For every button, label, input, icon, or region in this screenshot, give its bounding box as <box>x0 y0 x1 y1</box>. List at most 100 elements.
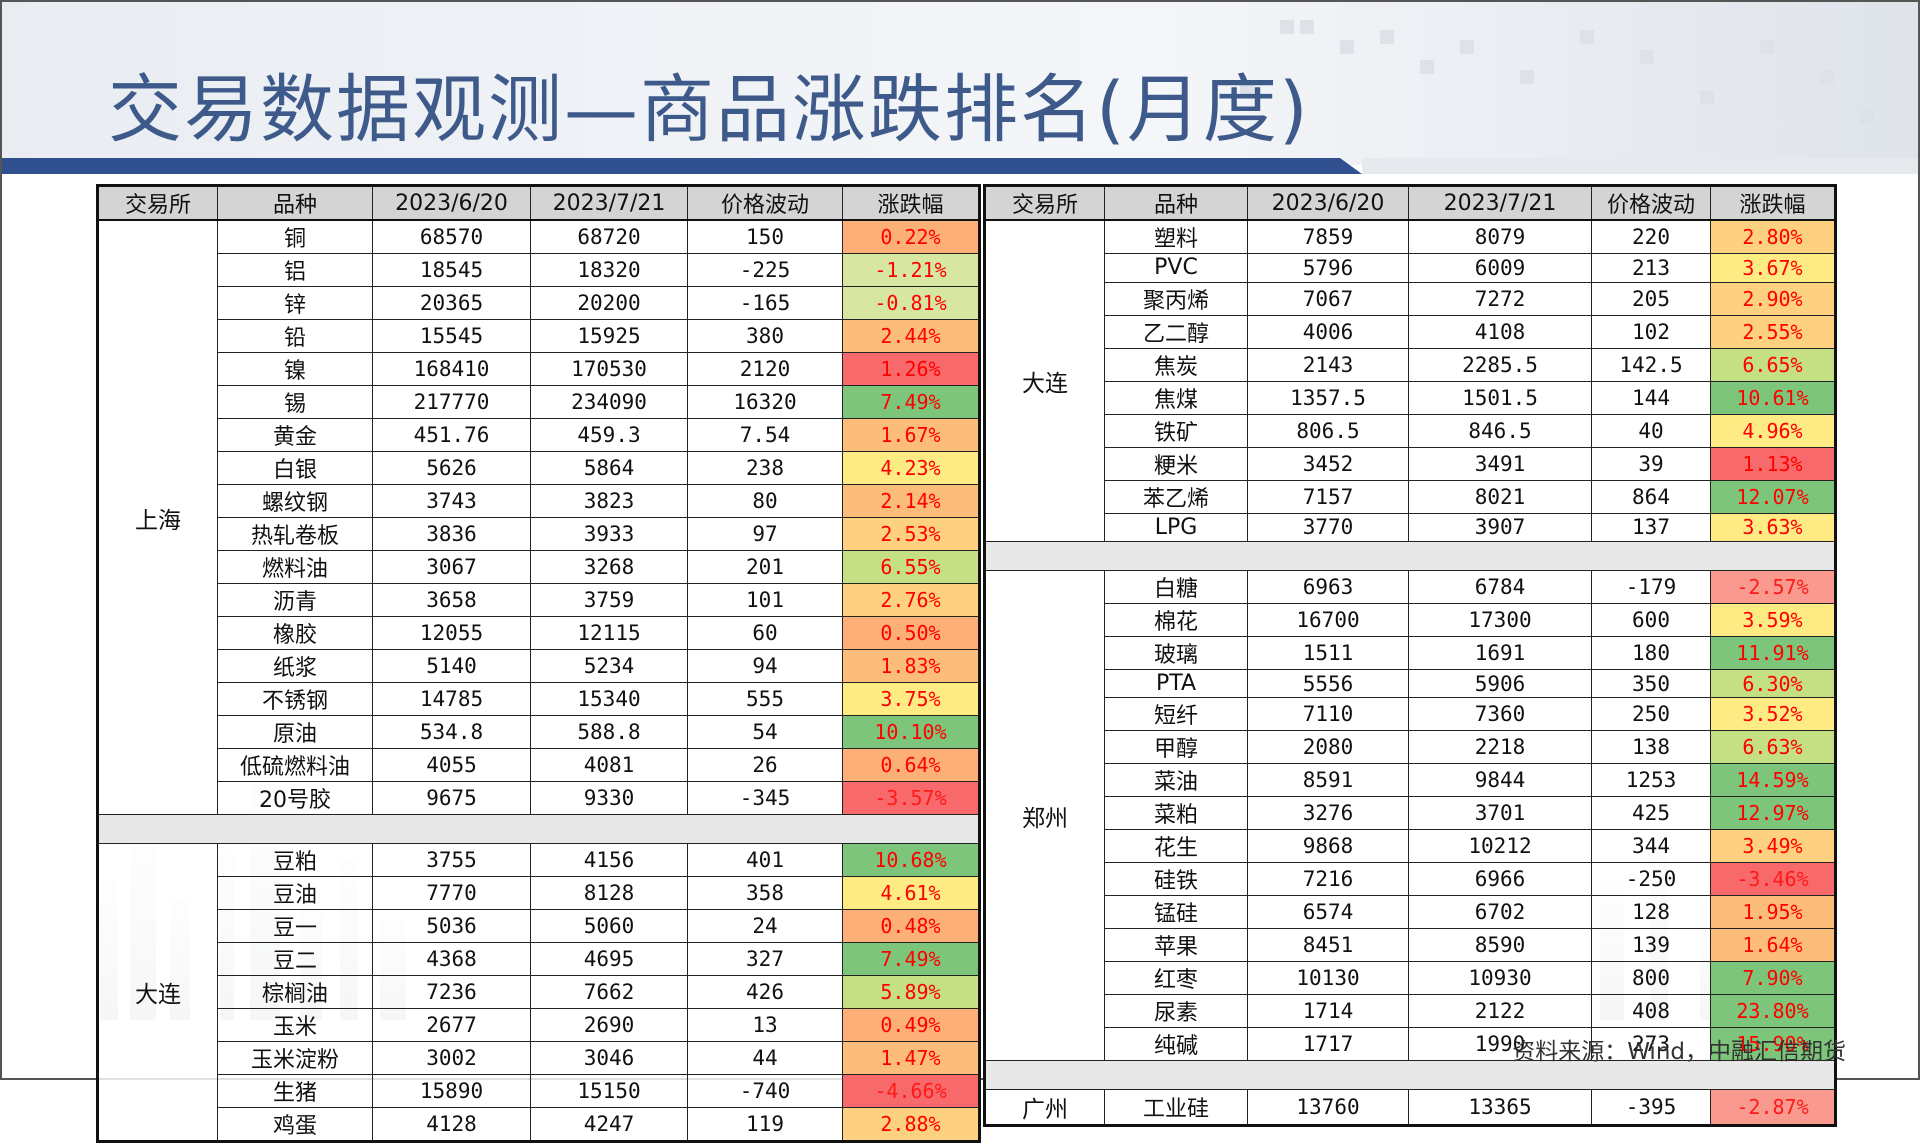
table-row: PTA 5556 5906 350 6.30% <box>985 668 1836 699</box>
price-cell: 4695 <box>530 941 688 976</box>
table-row: 沥青 3658 3759 101 2.76% <box>98 583 980 617</box>
commodity-name: 焦炭 <box>1104 347 1248 382</box>
table-row: 苹果 8451 8590 139 1.64% <box>985 928 1836 963</box>
table-row: 锡 217770 234090 16320 7.49% <box>98 385 980 419</box>
price-cell: 3276 <box>1247 796 1409 831</box>
table-row: 橡胶 12055 12115 60 0.50% <box>98 616 980 650</box>
price-cell: 5556 <box>1247 668 1409 699</box>
price-change-cell: 7.54 <box>687 418 843 452</box>
change-percent-cell: 3.63% <box>1710 512 1836 543</box>
price-cell: 7859 <box>1247 219 1409 254</box>
commodity-name: PVC <box>1104 253 1248 283</box>
table-row: LPG 3770 3907 137 3.63% <box>985 512 1836 543</box>
column-header: 交易所 <box>97 185 218 221</box>
table-row: 铅 15545 15925 380 2.44% <box>98 319 980 353</box>
table-row: 铁矿 806.5 846.5 40 4.96% <box>985 413 1836 448</box>
table-row: 大连 豆粕 3755 4156 401 10.68% <box>97 842 980 1142</box>
price-cell: 13365 <box>1408 1088 1592 1126</box>
commodity-name: 锌 <box>217 286 373 320</box>
price-change-cell: 238 <box>687 451 843 485</box>
page-title: 交易数据观测—商品涨跌排名(月度) <box>108 67 1310 153</box>
commodity-name: 鸡蛋 <box>217 1106 373 1142</box>
price-cell: 1717 <box>1247 1027 1409 1062</box>
change-percent-cell: 2.53% <box>842 517 980 551</box>
change-percent-cell: 23.80% <box>1710 994 1836 1029</box>
price-cell: 17300 <box>1408 602 1592 637</box>
change-percent-cell: 2.55% <box>1710 314 1836 349</box>
price-change-cell: 213 <box>1591 253 1711 283</box>
commodity-name: 工业硅 <box>1104 1088 1248 1126</box>
commodity-name: PTA <box>1104 668 1248 699</box>
price-cell: 4156 <box>530 842 688 877</box>
commodity-name: 苹果 <box>1104 928 1248 963</box>
price-cell: 217770 <box>372 385 531 419</box>
commodity-name: 苯乙烯 <box>1104 479 1248 514</box>
change-percent-cell: 0.64% <box>842 748 980 782</box>
price-change-cell: 358 <box>687 875 843 910</box>
price-change-cell: 555 <box>687 682 843 716</box>
change-percent-cell: -4.66% <box>842 1073 980 1108</box>
price-cell: 18545 <box>372 253 531 287</box>
price-cell: 3452 <box>1247 446 1409 481</box>
change-percent-cell: -3.46% <box>1710 862 1836 897</box>
change-percent-cell: 1.64% <box>1710 928 1836 963</box>
price-change-cell: -250 <box>1591 862 1711 897</box>
separator-cell <box>984 541 1836 571</box>
table-row: 玉米 2677 2690 13 0.49% <box>98 1007 980 1042</box>
price-change-cell: -225 <box>687 253 843 287</box>
column-header: 2023/6/20 <box>372 185 531 221</box>
price-change-cell: 139 <box>1591 928 1711 963</box>
table-row: PVC 5796 6009 213 3.67% <box>985 253 1836 283</box>
commodity-name: 锰硅 <box>1104 895 1248 930</box>
price-cell: 2122 <box>1408 994 1592 1029</box>
commodity-name: 红枣 <box>1104 961 1248 996</box>
price-cell: 459.3 <box>530 418 688 452</box>
price-cell: 7360 <box>1408 697 1592 732</box>
price-cell: 14785 <box>372 682 531 716</box>
table-row: 燃料油 3067 3268 201 6.55% <box>98 550 980 584</box>
price-cell: 4108 <box>1408 314 1592 349</box>
price-change-cell: 60 <box>687 616 843 650</box>
table-row: 镍 168410 170530 2120 1.26% <box>98 352 980 386</box>
table-row: 白银 5626 5864 238 4.23% <box>98 451 980 485</box>
commodity-name: LPG <box>1104 512 1248 543</box>
commodity-name: 镍 <box>217 352 373 386</box>
column-header: 品种 <box>217 185 373 221</box>
price-cell: 15890 <box>372 1073 531 1108</box>
exchange-cell: 上海 <box>97 219 218 815</box>
price-change-cell: 119 <box>687 1106 843 1142</box>
change-percent-cell: 1.67% <box>842 418 980 452</box>
price-cell: 3046 <box>530 1040 688 1075</box>
price-change-cell: 54 <box>687 715 843 749</box>
change-percent-cell: 6.30% <box>1710 668 1836 699</box>
table-row: 大连 塑料 7859 8079 220 2.80% <box>984 219 1836 543</box>
price-cell: 1501.5 <box>1408 380 1592 415</box>
price-cell: 588.8 <box>530 715 688 749</box>
table-row: 短纤 7110 7360 250 3.52% <box>985 697 1836 732</box>
commodity-name: 聚丙烯 <box>1104 281 1248 316</box>
price-cell: 4081 <box>530 748 688 782</box>
change-percent-cell: 6.63% <box>1710 730 1836 765</box>
price-cell: 6574 <box>1247 895 1409 930</box>
table-row: 花生 9868 10212 344 3.49% <box>985 829 1836 864</box>
commodity-name: 菜粕 <box>1104 796 1248 831</box>
price-cell: 6009 <box>1408 253 1592 283</box>
column-header: 涨跌幅 <box>1710 185 1836 221</box>
commodity-name: 黄金 <box>217 418 373 452</box>
price-cell: 6966 <box>1408 862 1592 897</box>
price-cell: 2677 <box>372 1007 531 1042</box>
price-cell: 5140 <box>372 649 531 683</box>
commodity-name: 铝 <box>217 253 373 287</box>
price-cell: 2285.5 <box>1408 347 1592 382</box>
price-cell: 15545 <box>372 319 531 353</box>
change-percent-cell: 3.49% <box>1710 829 1836 864</box>
price-change-cell: 24 <box>687 908 843 943</box>
change-percent-cell: 11.91% <box>1710 635 1836 670</box>
change-percent-cell: 7.49% <box>842 385 980 419</box>
commodity-name: 铁矿 <box>1104 413 1248 448</box>
commodity-name: 燃料油 <box>217 550 373 584</box>
price-change-cell: -179 <box>1591 569 1711 604</box>
price-change-cell: 864 <box>1591 479 1711 514</box>
change-percent-cell: 4.23% <box>842 451 980 485</box>
table-row: 热轧卷板 3836 3933 97 2.53% <box>98 517 980 551</box>
